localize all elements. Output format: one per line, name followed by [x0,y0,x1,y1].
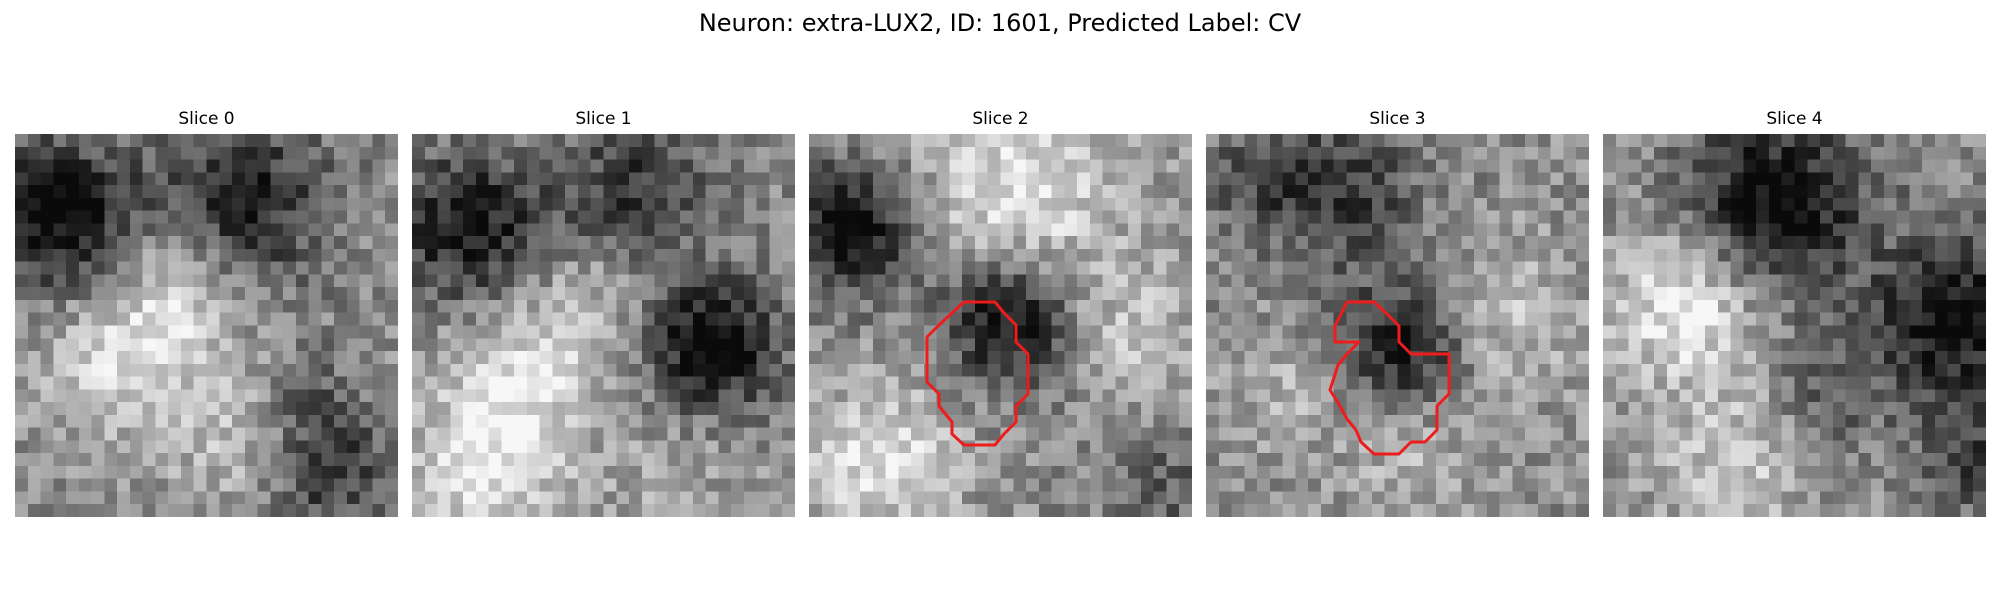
slice-image [809,134,1192,517]
slice-image [1603,134,1986,517]
slice-panel-4: Slice 4 [1603,108,1986,517]
slice-panel-2: Slice 2 [809,108,1192,517]
slice-image [15,134,398,517]
slice-image [1206,134,1589,517]
slice-image [412,134,795,517]
slice-title: Slice 4 [1766,109,1823,129]
slice-title: Slice 3 [1369,109,1426,129]
slice-title: Slice 0 [178,109,235,129]
slice-panel-3: Slice 3 [1206,108,1589,517]
slice-title: Slice 1 [575,109,632,129]
slice-panel-1: Slice 1 [412,108,795,517]
slice-title: Slice 2 [972,109,1029,129]
figure-title: Neuron: extra-LUX2, ID: 1601, Predicted … [698,9,1302,37]
slice-panel-0: Slice 0 [15,108,398,517]
